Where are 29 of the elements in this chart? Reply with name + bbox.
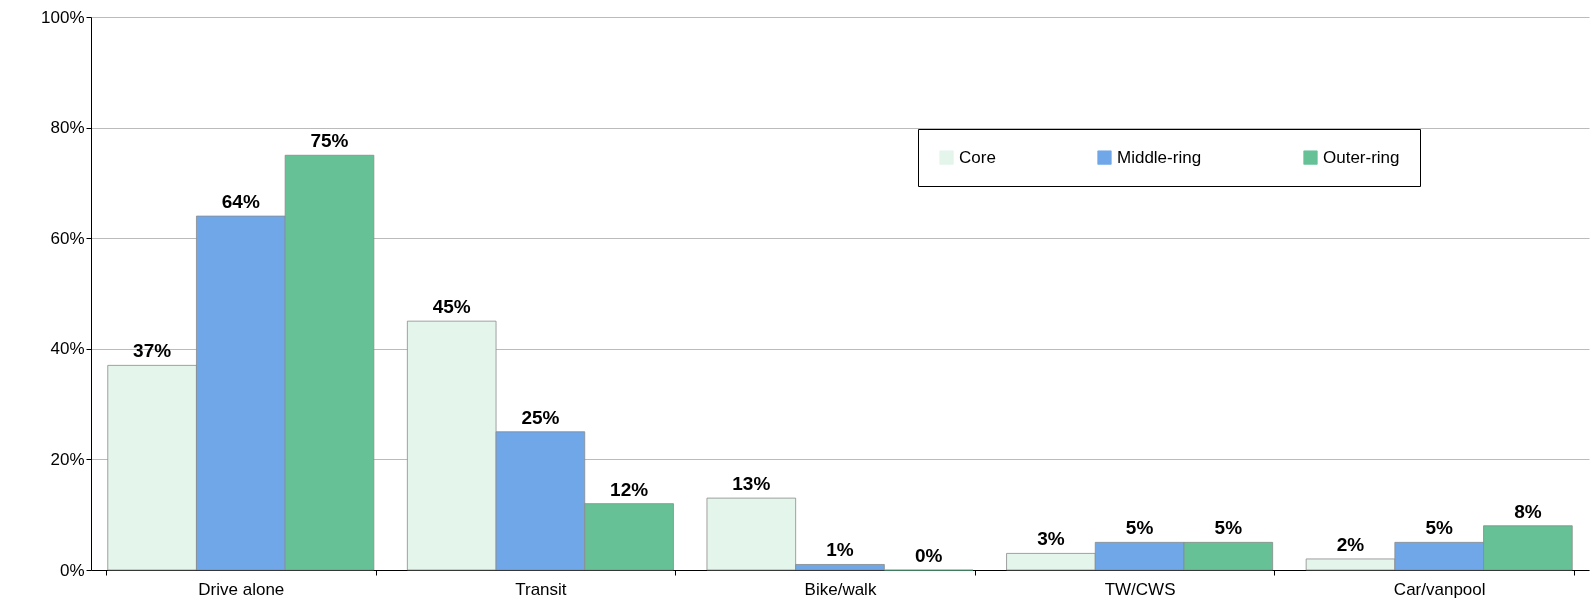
data-label: 5% (1214, 517, 1243, 539)
y-tick-label: 40% (50, 339, 85, 359)
legend-label: Core (959, 147, 996, 167)
data-label: 5% (1125, 517, 1154, 539)
x-tick-label: Drive alone (198, 579, 285, 599)
y-tick-label: 20% (50, 449, 85, 469)
y-tick-label: 0% (59, 560, 85, 580)
y-tick-label: 100% (41, 7, 85, 27)
data-label: 12% (610, 478, 649, 500)
x-tick-label: Transit (515, 579, 567, 599)
data-label: 75% (310, 130, 349, 152)
data-label: 13% (732, 473, 771, 495)
data-label: 25% (521, 406, 560, 428)
data-label: 2% (1336, 533, 1365, 555)
y-tick-label: 80% (50, 118, 85, 138)
y-tick-label: 60% (50, 228, 85, 248)
x-tick-label: TW/CWS (1104, 579, 1176, 599)
x-tick-label: Bike/walk (804, 579, 877, 599)
data-label: 45% (432, 296, 471, 318)
data-label: 5% (1425, 517, 1454, 539)
data-label: 37% (133, 340, 172, 362)
x-tick-label: Car/vanpool (1393, 579, 1486, 599)
data-label: 64% (221, 191, 260, 213)
data-label: 3% (1037, 528, 1065, 550)
data-label: 1% (826, 539, 854, 561)
data-label: 0% (914, 545, 943, 566)
data-label: 8% (1514, 500, 1542, 522)
legend-label: Middle-ring (1117, 147, 1202, 167)
legend-label: Outer-ring (1323, 147, 1400, 167)
